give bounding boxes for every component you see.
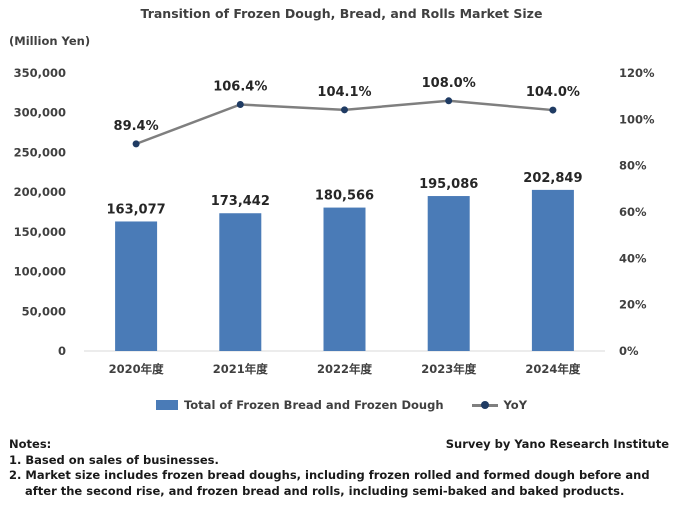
yoy-point	[445, 97, 453, 105]
y2-tick-label: 40%	[619, 251, 647, 265]
bar	[219, 213, 262, 351]
y-tick-label: 250,000	[14, 145, 66, 159]
notes-block: Notes: 1. Based on sales of businesses. …	[9, 437, 650, 499]
bar-data-label: 163,077	[106, 202, 165, 217]
y2-tick-label: 100%	[619, 112, 655, 126]
legend-item-yoy: YoY	[471, 398, 528, 412]
yoy-data-label: 106.4%	[213, 80, 267, 95]
note-item-2: 2. Market size includes frozen bread dou…	[9, 468, 650, 482]
x-tick-label: 2024年度	[525, 362, 581, 376]
bar	[427, 196, 470, 351]
legend-bar-swatch	[155, 400, 178, 410]
y-tick-label: 100,000	[14, 265, 66, 279]
chart-legend: Total of Frozen Bread and Frozen Dough Y…	[0, 398, 683, 412]
yoy-point	[236, 101, 244, 109]
y-tick-label: 50,000	[22, 304, 66, 318]
y2-tick-label: 120%	[619, 66, 655, 80]
y2-tick-label: 60%	[619, 205, 647, 219]
yoy-data-label: 89.4%	[114, 119, 159, 134]
y2-tick-label: 20%	[619, 298, 647, 312]
bar	[531, 189, 574, 351]
y-tick-label: 350,000	[14, 66, 66, 80]
bar-data-label: 202,849	[523, 171, 582, 186]
note-item-3: after the second rise, and frozen bread …	[9, 483, 625, 498]
yoy-point	[341, 106, 348, 114]
yoy-data-label: 104.0%	[526, 85, 580, 100]
x-tick-label: 2020年度	[109, 362, 165, 376]
yoy-point	[132, 140, 140, 148]
x-tick-label: 2022年度	[317, 362, 373, 376]
y-tick-label: 200,000	[14, 185, 66, 199]
legend-line-label: YoY	[503, 398, 528, 412]
yoy-point	[549, 106, 557, 114]
legend-item-bars: Total of Frozen Bread and Frozen Dough	[155, 398, 444, 412]
source-credit: Survey by Yano Research Institute	[445, 437, 669, 451]
y-axis-unit-label: (Million Yen)	[9, 34, 91, 48]
x-tick-label: 2023年度	[421, 362, 477, 376]
y2-tick-label: 80%	[619, 159, 647, 173]
legend-bar-label: Total of Frozen Bread and Frozen Dough	[183, 398, 444, 412]
y2-tick-label: 0%	[619, 344, 639, 358]
bar	[115, 221, 158, 351]
yoy-data-label: 104.1%	[317, 85, 371, 100]
bar	[323, 207, 366, 351]
bar-data-label: 173,442	[211, 194, 270, 209]
y-tick-label: 150,000	[14, 225, 66, 239]
x-tick-label: 2021年度	[213, 362, 269, 376]
note-item-1: 1. Based on sales of businesses.	[9, 452, 219, 467]
chart-title: Transition of Frozen Dough, Bread, and R…	[140, 6, 543, 21]
y-tick-label: 0	[58, 344, 66, 358]
chart-canvas: 0 50,000 100,000 150,000 200,000 250,000 300,0…	[14, 66, 655, 376]
y-tick-label: 300,000	[14, 106, 66, 120]
yoy-data-label: 108.0%	[422, 76, 476, 91]
bar-data-label: 180,566	[315, 189, 374, 204]
legend-line-swatch	[471, 400, 498, 410]
bar-data-label: 195,086	[419, 177, 478, 192]
notes-heading: Notes:	[9, 437, 52, 451]
